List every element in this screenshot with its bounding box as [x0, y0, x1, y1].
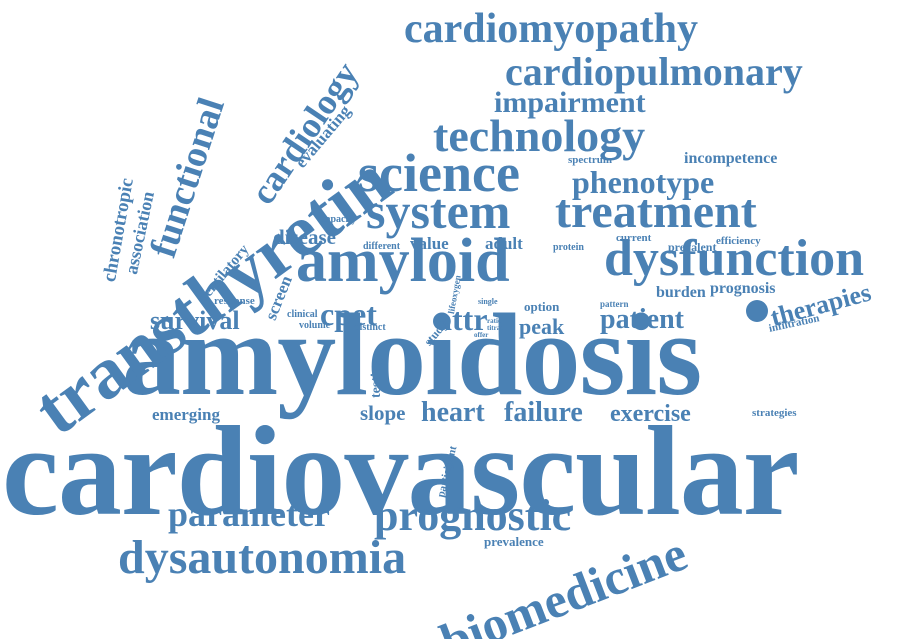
word-amyloidosis: amyloidosis	[122, 289, 702, 420]
word-testing: testing	[369, 358, 384, 398]
word-clinical: clinical	[287, 309, 318, 320]
word-incompetence: incompetence	[684, 150, 778, 167]
word-titrati: titrati	[487, 324, 505, 332]
word-parameter: parameter	[168, 494, 330, 534]
word-survival: survival	[150, 306, 240, 335]
word-cardiopulmonary: cardiopulmonary	[505, 49, 803, 94]
word-cardiovascular: cardiovascular	[2, 400, 800, 542]
word-exercise: exercise	[610, 401, 691, 427]
dot-mark	[746, 300, 768, 322]
word-attr: attr	[436, 301, 488, 337]
word-dysautonomia: dysautonomia	[118, 531, 407, 584]
word-dysfunction: dysfunction	[604, 230, 865, 287]
word-response: response	[214, 295, 255, 307]
word-burden: burden	[656, 284, 706, 301]
word-cpet: cpet	[320, 296, 377, 332]
word-heart: heart	[421, 397, 485, 428]
word-treatment: treatment	[555, 185, 757, 238]
word-technology: technology	[433, 110, 646, 161]
word-science: science	[358, 143, 520, 203]
word-protein: protein	[553, 242, 584, 253]
word-different: different	[363, 241, 401, 252]
word-strategies: strategies	[752, 407, 797, 419]
word-single: single	[478, 297, 498, 306]
word-pattern: pattern	[600, 299, 629, 309]
word-efficiency: efficiency	[716, 235, 761, 247]
word-prognostic: prognostic	[374, 491, 572, 540]
word-peak: peak	[519, 314, 565, 339]
word-value: value	[410, 234, 449, 253]
word-phenotype: phenotype	[572, 164, 715, 200]
word-prognosis: prognosis	[710, 280, 776, 297]
word-functional: functional	[142, 92, 233, 263]
word-prevalence: prevalence	[484, 534, 544, 549]
word-amyloid: amyloid	[296, 227, 510, 295]
word-prevalent: prevalent	[668, 240, 717, 254]
word-offer: offer	[474, 331, 489, 339]
word-cardiomyopathy: cardiomyopathy	[404, 6, 698, 52]
word-spectrum: spectrum	[568, 154, 612, 166]
word-volume: volume	[299, 320, 331, 331]
word-current: current	[616, 232, 652, 244]
word-system: system	[366, 183, 511, 239]
word-capacity: capacity	[321, 214, 357, 225]
word-failure: failure	[504, 397, 583, 428]
word-slope: slope	[360, 401, 406, 425]
word-patient: patient	[600, 304, 684, 335]
word-biomedicine: biomedicine	[432, 524, 695, 639]
word-distinct: distinct	[354, 322, 386, 333]
word-impairment: impairment	[494, 86, 646, 119]
word-disease: disease	[273, 225, 336, 249]
word-ratio: ratio	[487, 317, 502, 325]
word-adult: adult	[485, 234, 523, 253]
word-option: option	[524, 299, 560, 314]
word-emerging: emerging	[152, 405, 220, 424]
